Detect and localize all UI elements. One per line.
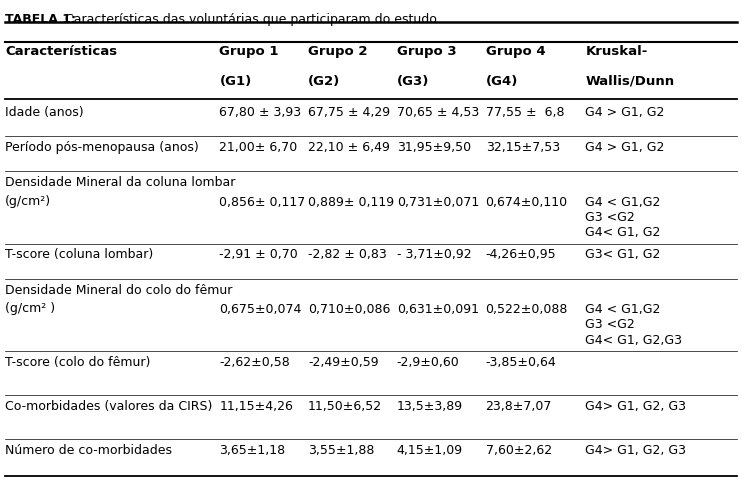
Text: 67,75 ± 4,29: 67,75 ± 4,29 [308, 106, 390, 119]
Text: -2,9±0,60: -2,9±0,60 [397, 356, 459, 369]
Text: T-score (colo do fêmur): T-score (colo do fêmur) [5, 356, 151, 369]
Text: 7,60±2,62: 7,60±2,62 [485, 444, 552, 457]
Text: 0,710±0,086: 0,710±0,086 [308, 303, 390, 316]
Text: Características das voluntárias que participaram do estudo: Características das voluntárias que part… [61, 13, 436, 26]
Text: G4 > G1, G2: G4 > G1, G2 [585, 141, 665, 154]
Text: 67,80 ± 3,93: 67,80 ± 3,93 [220, 106, 301, 119]
Text: G4> G1, G2, G3: G4> G1, G2, G3 [585, 444, 686, 457]
Text: Idade (anos): Idade (anos) [5, 106, 84, 119]
Text: 0,731±0,071: 0,731±0,071 [397, 196, 479, 209]
Text: 21,00± 6,70: 21,00± 6,70 [220, 141, 298, 154]
Text: 0,856± 0,117: 0,856± 0,117 [220, 196, 306, 209]
Text: -2,49±0,59: -2,49±0,59 [308, 356, 379, 369]
Text: 23,8±7,07: 23,8±7,07 [485, 400, 552, 413]
Text: G3 <G2: G3 <G2 [585, 318, 635, 332]
Text: G3 <G2: G3 <G2 [585, 211, 635, 224]
Text: -3,85±0,64: -3,85±0,64 [485, 356, 556, 369]
Text: (G1): (G1) [220, 75, 252, 88]
Text: -2,91 ± 0,70: -2,91 ± 0,70 [220, 248, 298, 261]
Text: 70,65 ± 4,53: 70,65 ± 4,53 [397, 106, 479, 119]
Text: -2,62±0,58: -2,62±0,58 [220, 356, 290, 369]
Text: Número de co-morbidades: Número de co-morbidades [5, 444, 172, 457]
Text: Características: Características [5, 45, 117, 59]
Text: Período pós-menopausa (anos): Período pós-menopausa (anos) [5, 141, 199, 154]
Text: 0,675±0,074: 0,675±0,074 [220, 303, 302, 316]
Text: 0,889± 0,119: 0,889± 0,119 [308, 196, 394, 209]
Text: G4 < G1,G2: G4 < G1,G2 [585, 303, 660, 316]
Text: 11,15±4,26: 11,15±4,26 [220, 400, 293, 413]
Text: -4,26±0,95: -4,26±0,95 [485, 248, 556, 261]
Text: 3,55±1,88: 3,55±1,88 [308, 444, 375, 457]
Text: 22,10 ± 6,49: 22,10 ± 6,49 [308, 141, 390, 154]
Text: 0,522±0,088: 0,522±0,088 [485, 303, 568, 316]
Text: Grupo 4: Grupo 4 [485, 45, 545, 59]
Text: 3,65±1,18: 3,65±1,18 [220, 444, 286, 457]
Text: 32,15±7,53: 32,15±7,53 [485, 141, 559, 154]
Text: (g/cm² ): (g/cm² ) [5, 302, 55, 315]
Text: (G2): (G2) [308, 75, 341, 88]
Text: Densidade Mineral do colo do fêmur: Densidade Mineral do colo do fêmur [5, 284, 232, 297]
Text: (G3): (G3) [397, 75, 430, 88]
Text: 0,674±0,110: 0,674±0,110 [485, 196, 568, 209]
Text: (G4): (G4) [485, 75, 518, 88]
Text: 31,95±9,50: 31,95±9,50 [397, 141, 471, 154]
Text: Densidade Mineral da coluna lombar: Densidade Mineral da coluna lombar [5, 176, 235, 189]
Text: 0,631±0,091: 0,631±0,091 [397, 303, 479, 316]
Text: -2,82 ± 0,83: -2,82 ± 0,83 [308, 248, 387, 261]
Text: - 3,71±0,92: - 3,71±0,92 [397, 248, 471, 261]
Text: 13,5±3,89: 13,5±3,89 [397, 400, 463, 413]
Text: Co-morbidades (valores da CIRS): Co-morbidades (valores da CIRS) [5, 400, 212, 413]
Text: TABELA 1:: TABELA 1: [5, 13, 76, 26]
Text: (g/cm²): (g/cm²) [5, 195, 51, 208]
Text: Grupo 1: Grupo 1 [220, 45, 279, 59]
Text: Grupo 2: Grupo 2 [308, 45, 368, 59]
Text: G4< G1, G2,G3: G4< G1, G2,G3 [585, 334, 683, 346]
Text: Kruskal-: Kruskal- [585, 45, 648, 59]
Text: 11,50±6,52: 11,50±6,52 [308, 400, 382, 413]
Text: G4< G1, G2: G4< G1, G2 [585, 226, 660, 239]
Text: G4 < G1,G2: G4 < G1,G2 [585, 196, 660, 209]
Text: T-score (coluna lombar): T-score (coluna lombar) [5, 248, 154, 261]
Text: 77,55 ±  6,8: 77,55 ± 6,8 [485, 106, 564, 119]
Text: G3< G1, G2: G3< G1, G2 [585, 248, 660, 261]
Text: Wallis/Dunn: Wallis/Dunn [585, 75, 674, 88]
Text: 4,15±1,09: 4,15±1,09 [397, 444, 463, 457]
Text: G4 > G1, G2: G4 > G1, G2 [585, 106, 665, 119]
Text: Grupo 3: Grupo 3 [397, 45, 456, 59]
Text: G4> G1, G2, G3: G4> G1, G2, G3 [585, 400, 686, 413]
